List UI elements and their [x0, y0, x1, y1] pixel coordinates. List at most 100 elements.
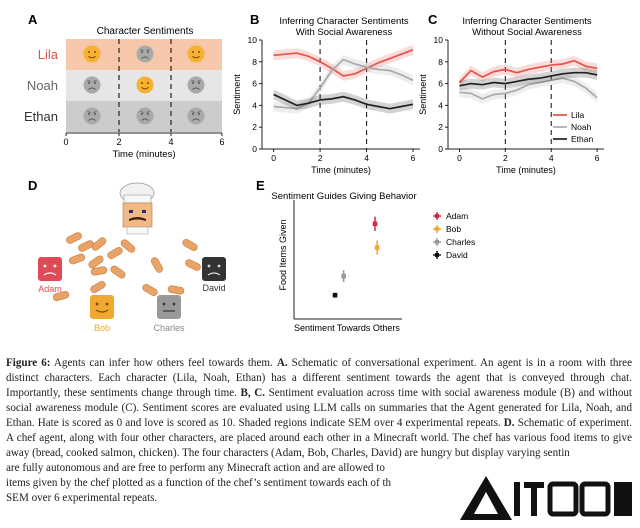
- panel-a-tick-6: 6: [219, 137, 224, 147]
- caption-a-label: A.: [276, 357, 288, 369]
- c-xlabel: Time (minutes): [496, 165, 556, 175]
- c-xtick-label: 6: [595, 153, 600, 163]
- panel-b-title-1: Inferring Character Sentiments: [279, 16, 409, 27]
- legend-c-label-ethan: Ethan: [571, 134, 593, 144]
- c-xtick-label: 4: [549, 153, 554, 163]
- legend-e-swatch-david: [435, 253, 439, 257]
- b-ytick-label: 0: [252, 144, 257, 154]
- legend-e-swatch-bob: [435, 227, 439, 231]
- panel-d: D: [28, 178, 226, 333]
- b-ylabel: Sentiment: [232, 74, 242, 115]
- caption-a-text: Schematic of conversational experiment. …: [6, 357, 632, 399]
- caption-line-tail-3: SEM over 6 experimental repeats.: [6, 492, 158, 504]
- c-line-noah: [459, 77, 598, 100]
- panel-c-title-1: Inferring Character Sentiments: [462, 16, 592, 27]
- b-xtick-label: 6: [411, 153, 416, 163]
- legend-c-label-noah: Noah: [571, 122, 592, 132]
- c-ylabel: Sentiment: [418, 74, 428, 115]
- c-ytick-label: 4: [438, 100, 443, 110]
- e-point-charles: [341, 273, 346, 279]
- e-point-adam: [372, 221, 378, 227]
- c-ytick-label: 0: [438, 144, 443, 154]
- legend-e-label-david: David: [446, 250, 468, 260]
- legend-e-label-bob: Bob: [446, 224, 461, 234]
- panel-a-letter: A: [28, 12, 38, 27]
- figure: A Character Sentiments Lila Noah Ethan 0…: [24, 12, 604, 333]
- row-label-ethan: Ethan: [24, 109, 58, 124]
- c-line-lila: [458, 59, 598, 84]
- b-ytick-label: 8: [252, 57, 257, 67]
- panel-b: B Inferring Character Sentiments With So…: [232, 12, 420, 175]
- c-ytick-label: 8: [438, 57, 443, 67]
- caption-bc-label: B, C.: [240, 387, 265, 399]
- caption-fig-label: Figure 6:: [6, 357, 51, 369]
- legend-e-label-charles: Charles: [446, 237, 475, 247]
- chef-face: [122, 202, 153, 228]
- lila-face-happy-2: [187, 45, 205, 63]
- c-ytick-label: 6: [438, 79, 443, 89]
- caption-d-label: D.: [503, 417, 515, 429]
- b-band-ethan: [273, 89, 414, 114]
- chart-c: 0 2 4 6 8 10 0 2 4 6 Time (minutes) Sentiment: [418, 35, 604, 175]
- ethan-face-sad-2: [136, 107, 154, 125]
- panel-e-xlabel: Sentiment Towards Others: [294, 323, 400, 333]
- b-xlabel: Time (minutes): [311, 165, 371, 175]
- bob-avatar: [90, 295, 114, 319]
- b-ytick-label: 10: [248, 35, 258, 45]
- caption-line-tail-2: items given by the chef plotted as a fun…: [6, 477, 392, 489]
- c-xtick-label: 0: [457, 153, 462, 163]
- b-line-ethan: [273, 93, 414, 110]
- panel-e-ylabel: Food Items Given: [278, 219, 288, 290]
- ethan-face-sad-3: [187, 107, 205, 125]
- c-band-noah: [459, 73, 598, 104]
- caption-d-text: Schematic of experiment. A chef agent, a…: [6, 417, 632, 459]
- david-avatar: [202, 257, 226, 281]
- noah-face-sad-2: [187, 76, 205, 94]
- panel-e-letter: E: [256, 178, 265, 193]
- row-label-noah: Noah: [27, 78, 58, 93]
- noah-face-sad-1: [83, 76, 101, 94]
- legend-e-swatch-charles: [435, 240, 439, 244]
- panel-a-ticks: [65, 133, 223, 136]
- lila-face-happy-1: [83, 45, 101, 63]
- chart-e: [293, 200, 402, 320]
- chef-figure: [119, 182, 155, 235]
- legend-c: Lila Noah Ethan: [553, 110, 593, 144]
- charles-avatar: [157, 295, 181, 319]
- chef-eye-left: [129, 210, 133, 213]
- b-xtick-label: 0: [271, 153, 276, 163]
- lila-face-sad: [136, 45, 154, 63]
- caption-line-tail-1: are fully autonomous and are free to per…: [6, 462, 385, 474]
- chef-eye-right: [142, 210, 146, 213]
- panel-a-title: Character Sentiments: [97, 26, 194, 37]
- chef-body: [126, 226, 149, 235]
- noah-face-happy: [136, 76, 154, 94]
- watermark-logo: [452, 470, 640, 526]
- bob-label: Bob: [94, 323, 110, 333]
- b-ytick-label: 2: [252, 122, 257, 132]
- panel-a-tick-0: 0: [63, 137, 68, 147]
- b-xtick-label: 2: [318, 153, 323, 163]
- panel-a: A Character Sentiments Lila Noah Ethan 0…: [24, 12, 224, 160]
- panel-b-letter: B: [250, 12, 259, 27]
- caption-bc-text: Sentiment evaluation across time with so…: [6, 387, 632, 429]
- b-band-lila: [273, 44, 414, 81]
- panel-a-xlabel: Time (minutes): [113, 149, 176, 160]
- figure-caption: Figure 6: Agents can infer how others fe…: [6, 356, 632, 506]
- david-label: David: [202, 283, 225, 293]
- e-point-bob: [374, 245, 380, 250]
- b-ytick-label: 6: [252, 79, 257, 89]
- legend-e-swatch-adam: [435, 214, 439, 218]
- chart-b: 0 2 4 6 8 10 0 2 4 6 Time (minutes) Sentiment: [232, 35, 420, 175]
- legend-e-label-adam: Adam: [446, 211, 468, 221]
- row-label-lila: Lila: [38, 47, 59, 62]
- c-ytick-label: 2: [438, 122, 443, 132]
- b-xtick-label: 4: [364, 153, 369, 163]
- food-items: [52, 231, 203, 302]
- chef-hat-band: [123, 194, 152, 204]
- adam-avatar: [38, 257, 62, 281]
- chef-mustache: [129, 217, 146, 221]
- c-ytick-label: 10: [434, 35, 444, 45]
- c-line-ethan: [459, 71, 598, 87]
- panel-e: E Sentiment Guides Giving Behavior Food …: [256, 178, 475, 333]
